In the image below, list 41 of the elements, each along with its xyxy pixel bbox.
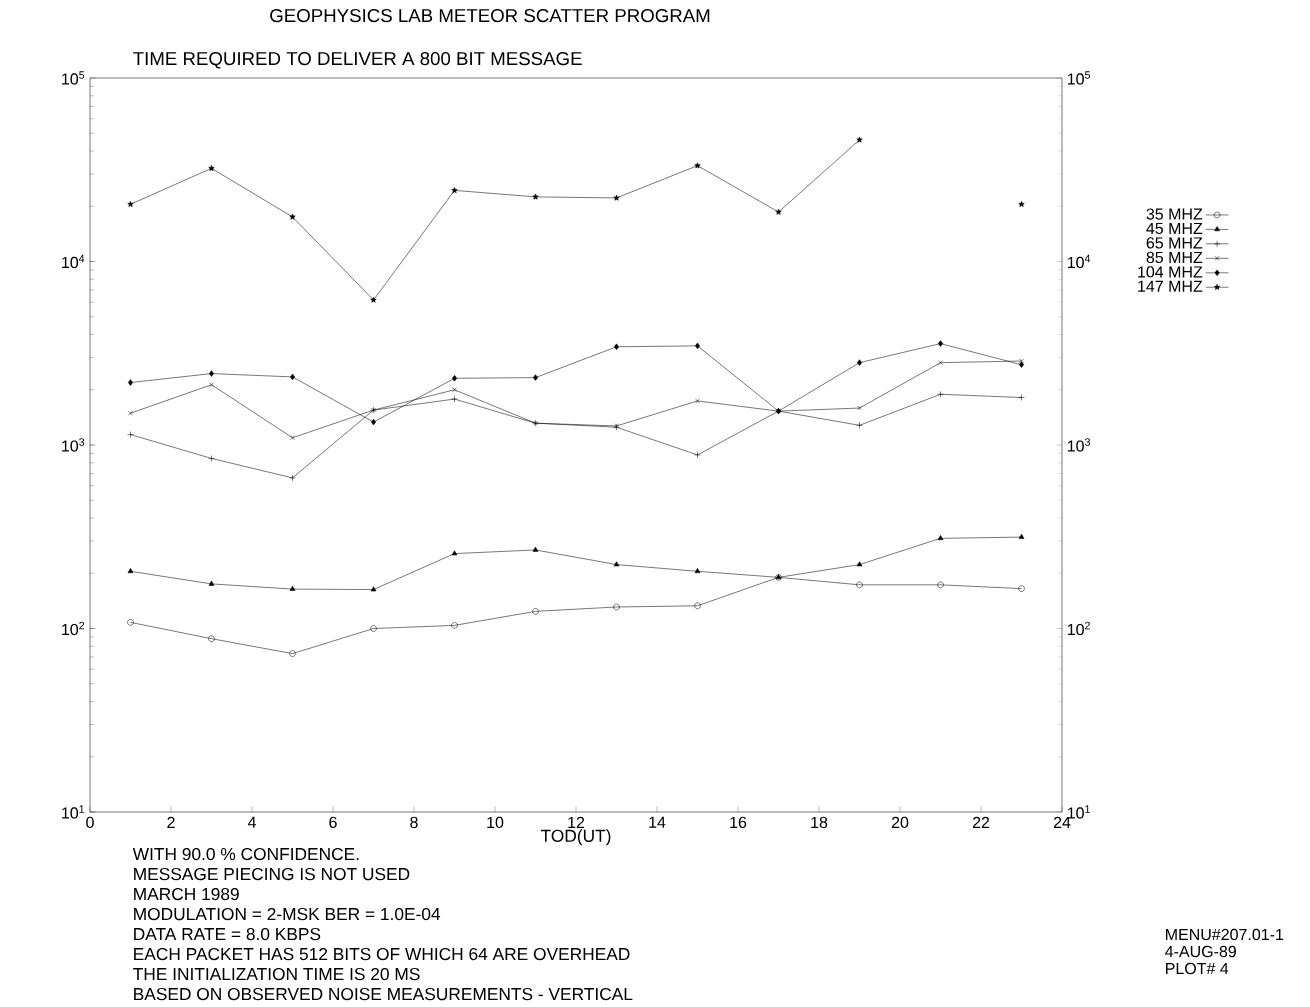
- legend-label: 85 MHZ: [1146, 251, 1203, 264]
- text: EACH PACKET HAS 512 BITS OF WHICH 64 ARE OVERHEAD: [134, 947, 630, 961]
- text: MESSAGE PIECING IS NOT USED: [134, 867, 410, 881]
- x-tick-label: 14: [649, 816, 666, 828]
- text: DATA RATE = 8.0 KBPS: [134, 927, 321, 941]
- text: 4-AUG-89: [1165, 945, 1236, 958]
- text: 10$^{2}$: [1067, 621, 1090, 636]
- y-tick-label: 10$^{5}$: [62, 71, 85, 85]
- legend-label: 35 MHZ: [1146, 208, 1203, 220]
- y-tick-label: 10$^{2}$: [62, 621, 85, 636]
- text: PLOT# 4: [1166, 962, 1229, 975]
- y-tick-label: 10$^{4}$: [62, 254, 85, 269]
- text: BASED ON OBSERVED NOISE MEASUREMENTS - VERTICAL: [134, 987, 633, 1001]
- legend-label: 45 MHZ: [1146, 222, 1203, 235]
- text: 10$^{5}$: [1067, 71, 1090, 85]
- x-tick-label: 20: [891, 816, 909, 829]
- x-tick-label: 6: [329, 816, 337, 829]
- chart-title: GEOPHYSICS LAB METEOR SCATTER PROGRAM: [270, 8, 710, 23]
- legend-label: 147 MHZ: [1138, 280, 1203, 292]
- x-tick-label: 22: [972, 816, 990, 828]
- text: 10$^{4}$: [1067, 254, 1091, 269]
- text: MENU#207.01-1: [1166, 928, 1284, 941]
- text: MODULATION = 2-MSK BER = 1.0E-04: [134, 907, 441, 921]
- chart-subtitle: TIME REQUIRED TO DELIVER A 800 BIT MESSAGE: [133, 51, 582, 69]
- legend-label: 104 MHZ: [1138, 266, 1203, 278]
- y-tick-label: 10$^{3}$: [62, 438, 85, 452]
- x-tick-label: 0: [86, 816, 94, 829]
- legend-label: 65 MHZ: [1146, 237, 1203, 249]
- text: 10$^{3}$: [1067, 438, 1090, 452]
- x-tick-label: 8: [410, 816, 418, 829]
- x-tick-label: 16: [730, 816, 747, 829]
- y-tick-label: 10$^{1}$: [62, 805, 85, 819]
- x-tick-label: 2: [167, 816, 175, 828]
- x-tick-label: 10: [487, 816, 504, 829]
- text: MARCH 1989: [134, 887, 239, 901]
- x-tick-label: 18: [811, 816, 828, 829]
- x-axis-title: TOD(UT): [540, 829, 611, 846]
- x-tick-label: 4: [247, 816, 256, 828]
- text: WITH 90.0 % CONFIDENCE.: [132, 847, 359, 861]
- text: THE INITIALIZATION TIME IS 20 MS: [133, 967, 420, 981]
- x-tick-label: 12: [568, 816, 585, 828]
